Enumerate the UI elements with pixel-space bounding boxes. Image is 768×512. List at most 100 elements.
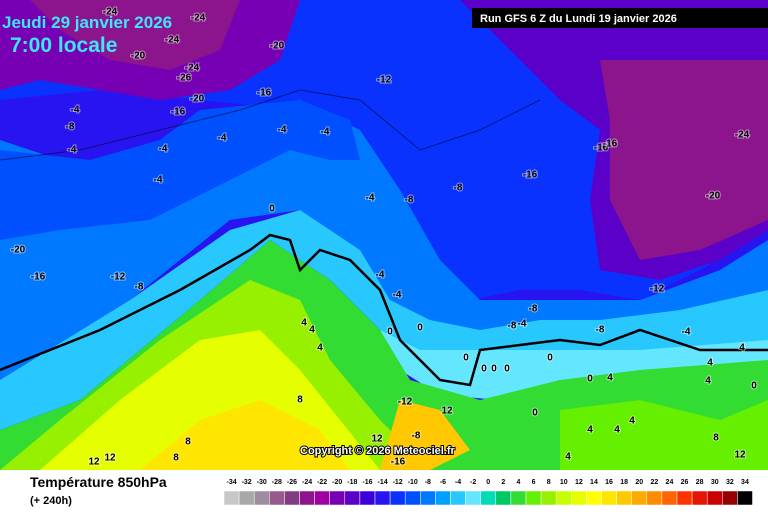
colorbar-tick-label: -16 (362, 479, 372, 486)
contour-label: -4 (278, 125, 287, 136)
contour-label: 0 (587, 374, 593, 385)
colorbar-tick-label: -14 (377, 479, 387, 486)
contour-label: -4 (68, 145, 77, 156)
contour-label: 8 (713, 433, 719, 444)
contour-label: -20 (11, 245, 26, 256)
color-swatch (722, 490, 738, 506)
colorbar-tick-label: 34 (741, 479, 749, 486)
contour-labels: -24-24-24-20-20-24-26 -12-16-20-4 -16-8-4-… (10, 6, 758, 469)
colorbar-tick-label: -28 (272, 479, 282, 486)
colorbar-tick-label: -32 (242, 479, 252, 486)
colorbar-tick-label: 26 (681, 479, 689, 486)
contour-label: 8 (185, 437, 191, 448)
colorbar-tick-label: -6 (440, 479, 446, 486)
contour-label: -20 (131, 51, 146, 62)
color-swatch (737, 490, 753, 506)
colorbar-tick-label: -22 (317, 479, 327, 486)
contour-label: 0 (504, 364, 510, 375)
contour-label: 4 (739, 343, 745, 354)
colorbar-tick-label: 28 (696, 479, 704, 486)
contour-label: -8 (405, 195, 414, 206)
color-swatch (450, 490, 466, 506)
contour-label: -8 (508, 321, 517, 332)
contour-label: -24 (735, 130, 750, 141)
color-swatch (314, 490, 330, 506)
contour-label: 0 (417, 323, 423, 334)
colorbar-tick-label: 12 (575, 479, 583, 486)
contour-label: -4 (218, 133, 227, 144)
contour-label: 0 (463, 353, 469, 364)
contour-label: -4 (159, 144, 168, 155)
colorbar-tick-label: 20 (635, 479, 643, 486)
colorbar-tick-label: 32 (726, 479, 734, 486)
contour-label: 4 (614, 425, 620, 436)
contour-label: -12 (377, 75, 392, 86)
contour-label: 4 (565, 452, 571, 463)
contour-line (0, 89, 541, 161)
colorbar-tick-label: -12 (393, 479, 403, 486)
color-swatch (586, 490, 602, 506)
forecast-time: 7:00 locale (10, 34, 117, 57)
color-swatch (329, 490, 346, 506)
contour-label: -16 (391, 457, 406, 468)
contour-label: -24 (165, 35, 180, 46)
contour-label: -16 (171, 107, 186, 118)
contour-label: 0 (387, 327, 393, 338)
contour-label: -16 (594, 143, 609, 154)
colorbar-tick-label: 10 (560, 479, 568, 486)
contour-label: -8 (596, 325, 605, 336)
contour-label: 12 (441, 406, 453, 417)
contour-label: -4 (321, 127, 330, 138)
contour-label: -12 (111, 272, 126, 283)
contour-label: -8 (529, 304, 538, 315)
color-swatch (571, 490, 587, 506)
colorbar-tick-label: 8 (547, 479, 551, 486)
color-swatch (223, 490, 240, 506)
contour-label: -26 (177, 73, 192, 84)
colorbar-tick-label: -34 (226, 479, 236, 486)
colorbar-tick-label: 0 (486, 479, 490, 486)
contour-label: -20 (190, 94, 205, 105)
contour-label: 12 (734, 450, 746, 461)
colorbar-tick-label: -2 (470, 479, 476, 486)
colorbar-tick-label: 24 (666, 479, 674, 486)
colorbar-tick-label: -8 (425, 479, 431, 486)
contour-label: -4 (393, 290, 402, 301)
contour-label: 0 (491, 364, 497, 375)
contour-label: -4 (376, 270, 385, 281)
color-swatch (435, 490, 451, 506)
contour-label: 0 (269, 204, 275, 215)
contour-label: 4 (309, 325, 315, 336)
contour-label: -8 (135, 282, 144, 293)
legend-subtitle: (+ 240h) (30, 495, 72, 507)
colorbar-tick-label: 2 (501, 479, 505, 486)
color-swatch (495, 490, 512, 506)
contour-label: 4 (587, 425, 593, 436)
legend-title: Température 850hPa (30, 474, 167, 490)
color-swatch (420, 490, 436, 506)
colorbar: -34 -32 -30 -28 -26 -24 -22 -20 -18 -16 -14 -12 -10-… (223, 479, 753, 506)
contour-label: -12 (650, 284, 665, 295)
contour-label: -4 (682, 327, 691, 338)
color-swatch (299, 490, 315, 506)
run-info: Run GFS 6 Z du Lundi 19 janvier 2026 (480, 13, 677, 25)
color-swatch (480, 490, 497, 506)
colorbar-tick-label: -24 (302, 479, 312, 486)
contour-label: 12 (104, 453, 116, 464)
contour-label: -4 (518, 319, 527, 330)
color-swatch (601, 490, 617, 506)
color-swatch (359, 490, 376, 506)
colorbar-tick-label: 4 (516, 479, 520, 486)
contour-label: 4 (705, 376, 711, 387)
contour-label: 8 (297, 395, 303, 406)
color-swatch (238, 490, 255, 506)
colorbar-tick-label: 18 (620, 479, 628, 486)
colorbar-tick-label: -10 (408, 479, 418, 486)
contour-label: -20 (270, 41, 285, 52)
color-swatch (691, 490, 708, 506)
color-swatch (706, 490, 723, 506)
color-swatch (269, 490, 285, 506)
contour-label: 4 (301, 318, 307, 329)
color-swatch (631, 490, 648, 506)
